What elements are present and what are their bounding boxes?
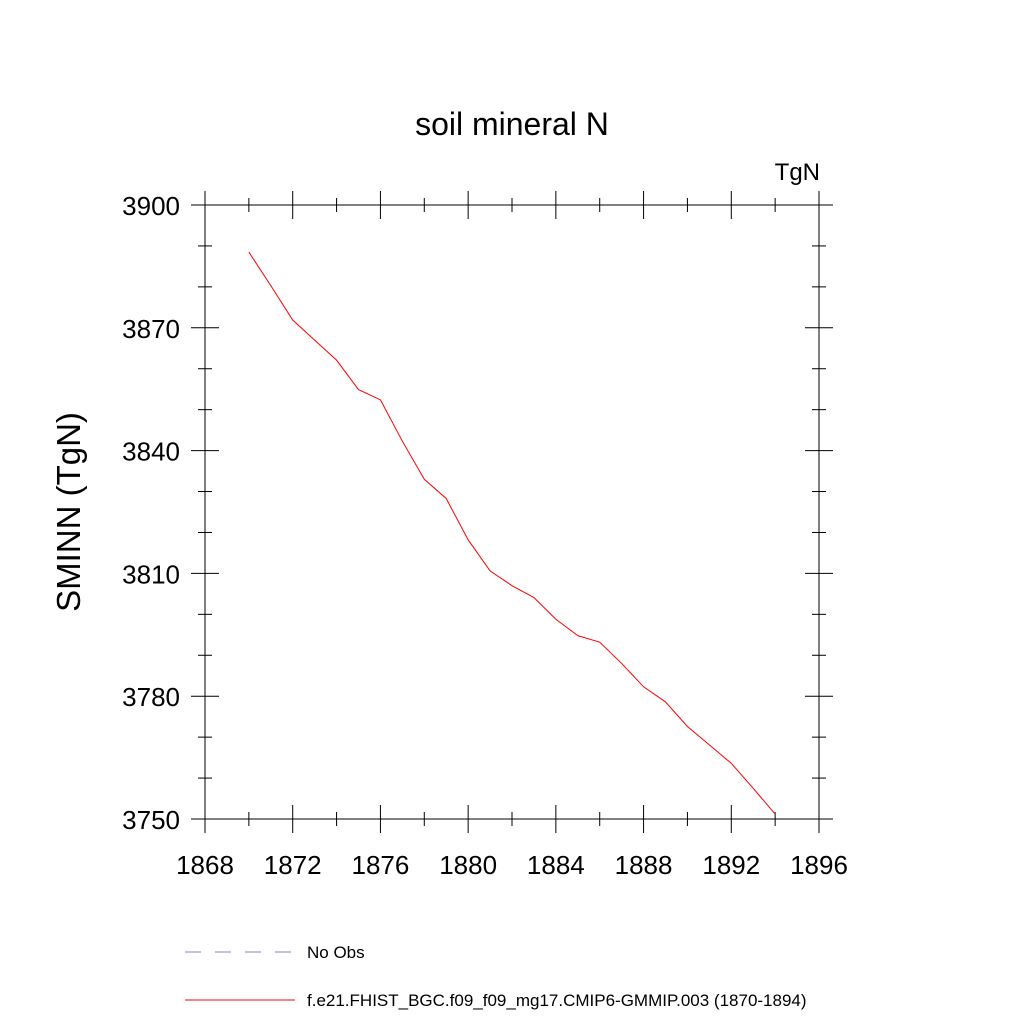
- y-tick-label: 3840: [122, 437, 180, 467]
- x-tick-label: 1880: [439, 850, 497, 880]
- x-tick-label: 1872: [264, 850, 322, 880]
- x-tick-label: 1884: [527, 850, 585, 880]
- y-tick-label: 3900: [122, 191, 180, 221]
- y-tick-label: 3870: [122, 314, 180, 344]
- series-group: [248, 251, 776, 815]
- x-tick-label: 1876: [352, 850, 410, 880]
- legend-label: f.e21.FHIST_BGC.f09_f09_mg17.CMIP6-GMMIP…: [307, 991, 807, 1010]
- legend: No Obs f.e21.FHIST_BGC.f09_f09_mg17.CMIP6…: [185, 943, 807, 1010]
- x-tick-label: 1892: [702, 850, 760, 880]
- units-label: TgN: [775, 159, 820, 186]
- x-tick-label: 1896: [790, 850, 848, 880]
- x-tick-label: 1888: [615, 850, 673, 880]
- legend-label: No Obs: [307, 943, 365, 962]
- tick-labels: 1868 1872 1876 1880 1884 1888 1892 1896 3750 3780…: [122, 191, 848, 880]
- y-axis-label: SMINN (TgN): [50, 412, 87, 612]
- chart-title: soil mineral N: [415, 106, 609, 142]
- y-tick-label: 3750: [122, 805, 180, 835]
- series-line: [248, 251, 776, 815]
- y-tick-label: 3810: [122, 559, 180, 589]
- axis-ticks: [191, 191, 833, 833]
- y-tick-label: 3780: [122, 682, 180, 712]
- plot-frame: [204, 204, 820, 820]
- x-tick-label: 1868: [176, 850, 234, 880]
